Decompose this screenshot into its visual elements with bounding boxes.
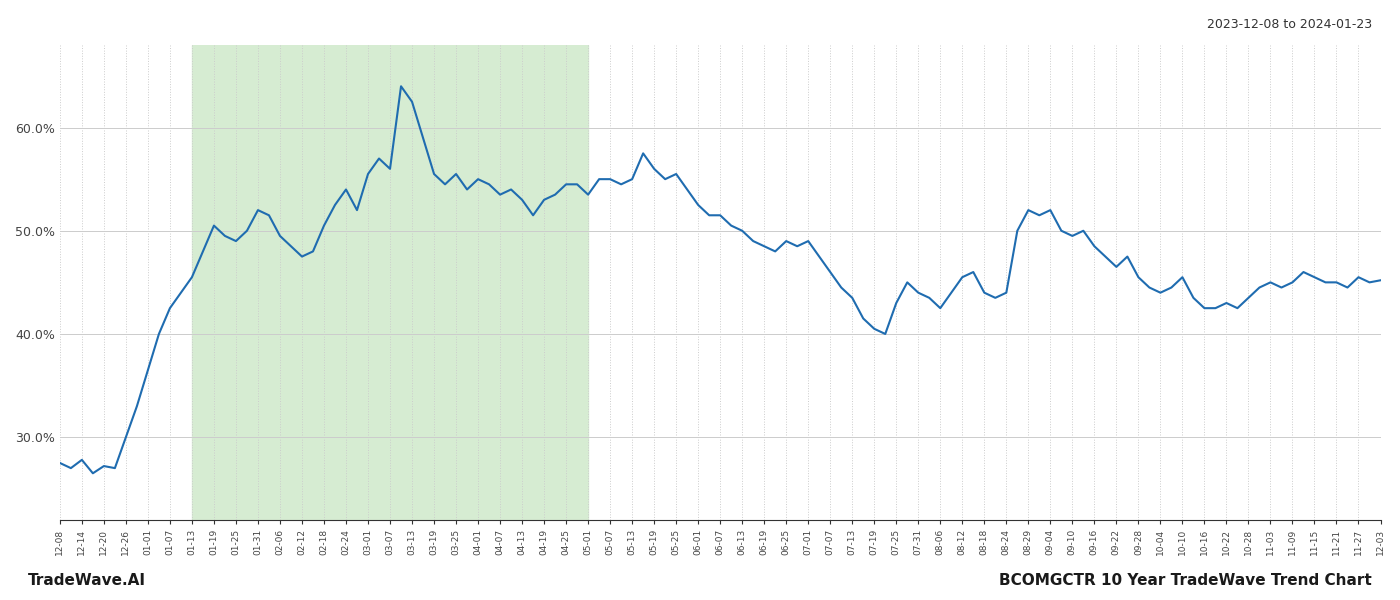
Text: 2023-12-08 to 2024-01-23: 2023-12-08 to 2024-01-23 <box>1207 18 1372 31</box>
Bar <box>192 45 588 520</box>
Text: BCOMGCTR 10 Year TradeWave Trend Chart: BCOMGCTR 10 Year TradeWave Trend Chart <box>1000 573 1372 588</box>
Text: TradeWave.AI: TradeWave.AI <box>28 573 146 588</box>
